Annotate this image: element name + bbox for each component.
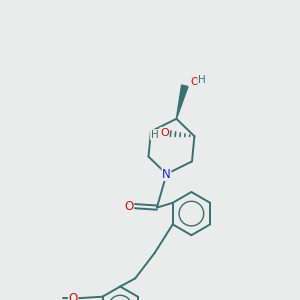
Polygon shape (176, 85, 188, 119)
Text: O: O (124, 200, 134, 213)
Text: O: O (68, 292, 78, 300)
Text: O: O (190, 77, 199, 87)
Text: H: H (151, 130, 158, 140)
Text: H: H (198, 75, 206, 85)
Text: N: N (162, 167, 171, 181)
Text: O: O (160, 128, 169, 138)
